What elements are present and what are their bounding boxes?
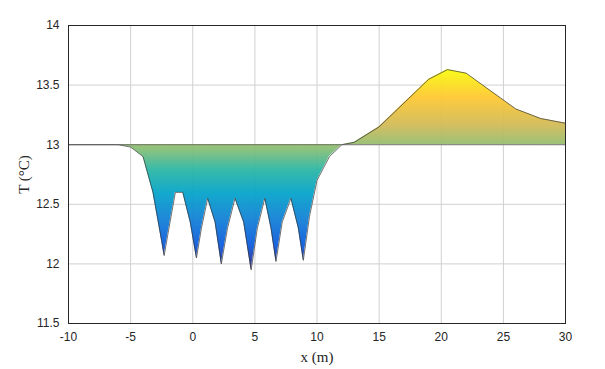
svg-text:x (m): x (m) bbox=[301, 349, 334, 366]
svg-text:15: 15 bbox=[372, 330, 386, 344]
svg-text:25: 25 bbox=[497, 330, 511, 344]
svg-text:12.5: 12.5 bbox=[36, 197, 60, 211]
svg-text:12: 12 bbox=[46, 257, 60, 271]
svg-text:-10: -10 bbox=[60, 330, 78, 344]
svg-text:14: 14 bbox=[46, 18, 60, 32]
svg-text:0: 0 bbox=[189, 330, 196, 344]
svg-text:13.5: 13.5 bbox=[36, 78, 60, 92]
svg-text:T (°C): T (°C) bbox=[16, 155, 33, 194]
svg-text:10: 10 bbox=[310, 330, 324, 344]
svg-text:11.5: 11.5 bbox=[37, 316, 60, 330]
svg-text:5: 5 bbox=[252, 330, 259, 344]
svg-text:-5: -5 bbox=[125, 330, 136, 344]
svg-text:20: 20 bbox=[435, 330, 449, 344]
svg-text:30: 30 bbox=[559, 330, 573, 344]
svg-text:13: 13 bbox=[46, 138, 60, 152]
